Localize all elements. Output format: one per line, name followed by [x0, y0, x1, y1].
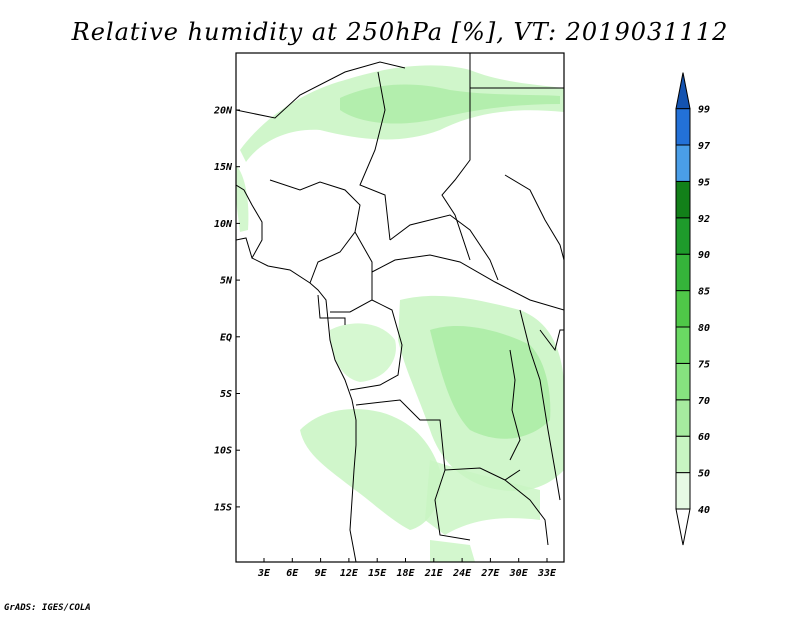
map-frame [235, 52, 565, 563]
humidity-south [425, 460, 540, 535]
border-drc-south [355, 399, 521, 481]
colorbar-segment [675, 144, 691, 182]
lon-tick-label: 33E [537, 568, 557, 579]
colorbar-label: 75 [698, 359, 710, 370]
colorbar-segment [675, 362, 691, 401]
lat-tick-label: 10S [214, 446, 232, 457]
lat-tick-label: 15S [214, 502, 232, 513]
colorbar-segment [675, 326, 691, 364]
colorbar-label: 40 [698, 505, 710, 516]
longitude-axis: 3E 6E 9E 12E 15E 18E 21E 24E 27E 30E 33E [257, 558, 557, 579]
colorbar-segment-high [675, 72, 691, 110]
humidity-west-strip [236, 165, 249, 232]
colorbar-label: 80 [698, 323, 710, 334]
lon-tick-label: 30E [509, 568, 529, 579]
border-misc-west [236, 237, 253, 259]
border-sahara-1 [236, 61, 406, 119]
colorbar-label: 97 [698, 141, 710, 152]
lon-tick-label: 21E [424, 568, 444, 579]
colorbar-segment [675, 290, 691, 328]
colorbar-segment [675, 217, 691, 255]
lon-tick-label: 3E [257, 568, 271, 579]
border-kenya [539, 329, 564, 352]
latitude-axis: 20N 15N 10N 5N EQ 5S 10S 15S [213, 106, 240, 513]
border-angola-zambia [434, 469, 471, 541]
lon-tick-label: 24E [452, 568, 472, 579]
colorbar-segment [675, 180, 691, 219]
lon-tick-label: 12E [340, 568, 359, 579]
border-car-south [371, 254, 564, 311]
colorbar-label: 92 [698, 214, 710, 225]
border-east-lakes [509, 349, 521, 461]
colorbar-label: 70 [698, 396, 710, 407]
colorbar-label: 99 [698, 105, 710, 116]
colorbar-label: 50 [698, 469, 710, 480]
lat-tick-label: 10N [214, 219, 233, 230]
colorbar-label: 95 [698, 177, 710, 188]
lat-tick-label: 5N [220, 276, 233, 287]
border-nigeria [269, 179, 361, 284]
lon-tick-label: 15E [368, 568, 387, 579]
humidity-far-south [430, 540, 475, 562]
lon-tick-label: 27E [480, 568, 500, 579]
humidity-band-north-core [340, 84, 560, 124]
colorbar-segment [675, 399, 691, 437]
border-chad-car [389, 214, 499, 281]
lat-tick-label: EQ [220, 332, 232, 343]
lon-tick-label: 6E [286, 568, 299, 579]
lat-tick-label: 20N [213, 106, 233, 117]
lon-tick-label: 9E [315, 568, 328, 579]
coastline-west-africa [236, 184, 357, 562]
colorbar-segment [675, 472, 691, 510]
colorbar-label: 60 [698, 432, 710, 443]
colorbar-segment [675, 435, 691, 474]
border-niger-chad [359, 71, 391, 241]
colorbar-segment-low [675, 508, 691, 546]
colorbar-label: 85 [698, 287, 710, 298]
lon-tick-label: 18E [396, 568, 415, 579]
colorbar-segment [675, 108, 691, 146]
credit-text: GrADS: IGES/COLA [4, 603, 91, 613]
border-zambia-malawi [504, 479, 549, 546]
lat-tick-label: 5S [220, 389, 232, 400]
border-congo [349, 299, 403, 391]
colorbar: 40 50 60 70 75 80 85 90 92 95 97 99 [675, 72, 710, 546]
colorbar-segment [675, 253, 691, 292]
border-small-1 [317, 294, 346, 325]
humidity-shading [236, 65, 564, 562]
humidity-central-core [430, 325, 551, 439]
border-sudan-east [504, 174, 564, 261]
country-borders [236, 53, 564, 562]
humidity-southwest [300, 409, 441, 530]
border-cameroon [330, 231, 373, 313]
lat-tick-label: 15N [214, 162, 233, 173]
humidity-gabon [330, 323, 396, 382]
border-tanzania [519, 309, 561, 501]
colorbar-label: 90 [698, 250, 710, 261]
border-chad-libya [441, 53, 471, 261]
chart-title: Relative humidity at 250hPa [%], VT: 201… [71, 18, 729, 46]
